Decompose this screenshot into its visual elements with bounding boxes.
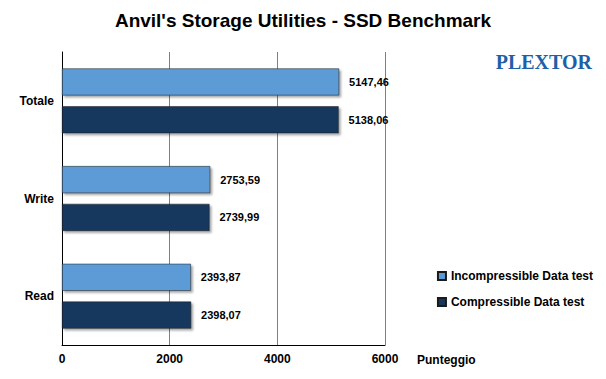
svg-text:Compressible Data test: Compressible Data test (451, 295, 584, 309)
svg-text:5147,46: 5147,46 (349, 76, 389, 88)
svg-text:2398,07: 2398,07 (201, 309, 241, 321)
svg-text:2393,87: 2393,87 (201, 271, 241, 283)
svg-text:5138,06: 5138,06 (349, 114, 389, 126)
svg-text:6000: 6000 (372, 352, 399, 366)
svg-text:Totale: Totale (20, 94, 55, 108)
svg-text:Anvil's Storage Utilities - SS: Anvil's Storage Utilities - SSD Benchmar… (115, 10, 492, 31)
svg-text:2753,59: 2753,59 (220, 174, 260, 186)
svg-text:PLEXTOR: PLEXTOR (496, 51, 593, 73)
svg-text:2000: 2000 (156, 352, 183, 366)
svg-text:2739,99: 2739,99 (220, 211, 260, 223)
svg-text:4000: 4000 (264, 352, 291, 366)
svg-text:0: 0 (59, 352, 66, 366)
svg-text:Write: Write (24, 192, 54, 206)
svg-text:Read: Read (25, 289, 54, 303)
svg-text:Incompressible Data test: Incompressible Data test (451, 269, 593, 283)
svg-text:Punteggio: Punteggio (417, 353, 476, 367)
